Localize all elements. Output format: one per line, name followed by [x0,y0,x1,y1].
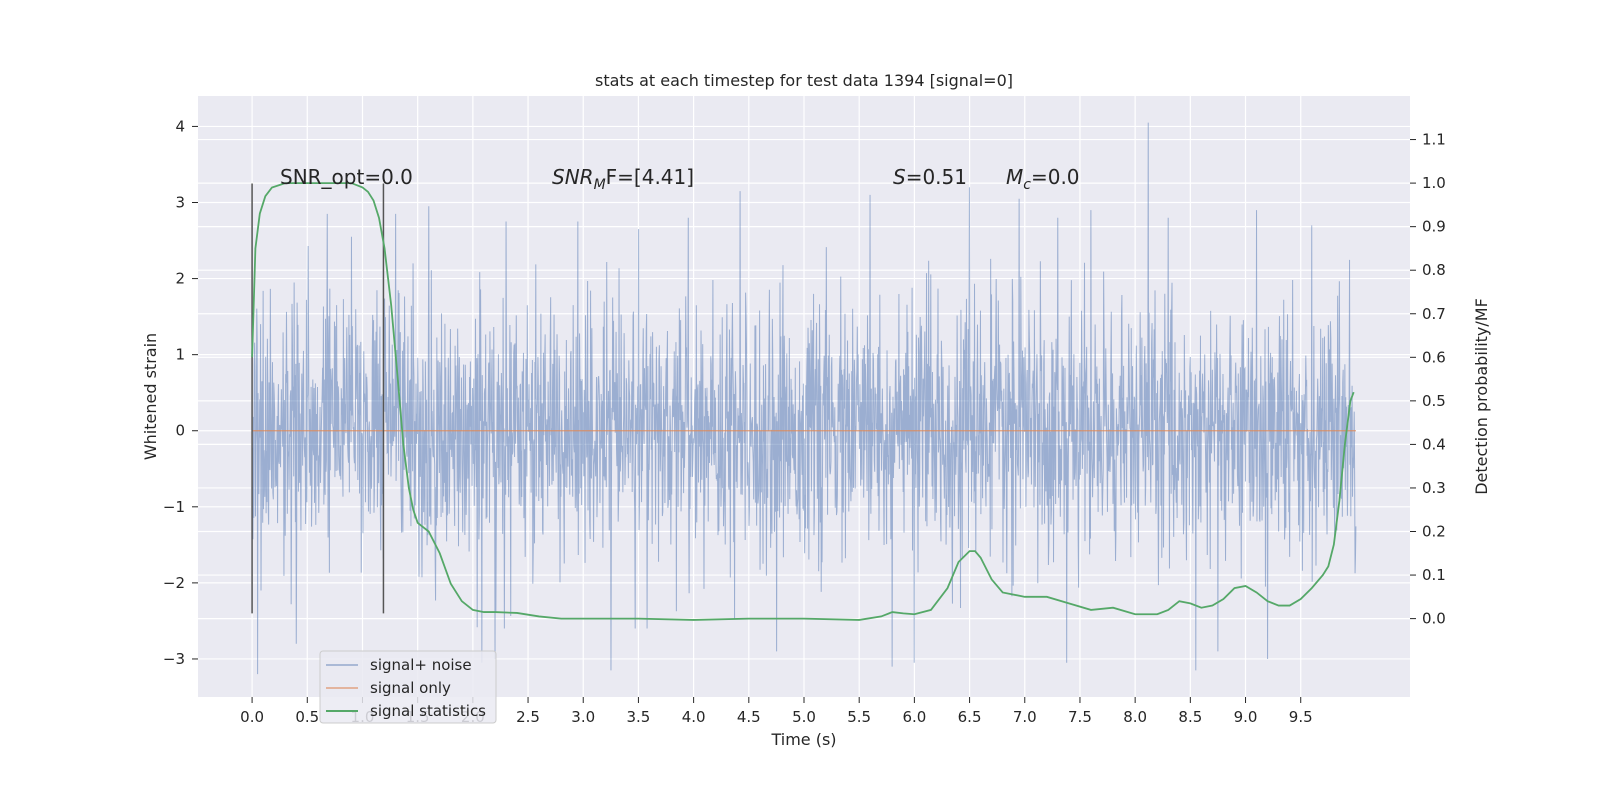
y-tick-label: −3 [163,650,185,668]
x-tick-label: 8.5 [1178,708,1202,726]
x-axis-ticks: 0.00.51.01.52.02.53.03.54.04.55.05.56.06… [240,697,1313,726]
x-tick-label: 5.0 [792,708,816,726]
annotation-mc-subscript: c [1023,177,1031,193]
annotation-s-value: =0.51 [906,165,967,189]
x-tick-label: 3.5 [626,708,650,726]
y-right-tick-label: 0.5 [1422,392,1446,410]
y-right-tick-label: 1.1 [1422,131,1446,149]
y-right-tick-label: 0.0 [1422,610,1446,628]
annotation-snr-mf-value: F=[4.41] [606,165,694,189]
annotation-mc: Mc=0.0 [1006,165,1080,193]
y-tick-label: −2 [163,574,185,592]
x-tick-label: 8.0 [1123,708,1147,726]
annotation-s-symbol: S [893,165,906,189]
y-tick-label: 3 [175,194,185,212]
x-tick-label: 4.5 [737,708,761,726]
x-tick-label: 7.5 [1068,708,1092,726]
y-tick-label: 0 [175,422,185,440]
signal-statistics-line [251,182,1355,621]
annotation-mc-value: =0.0 [1031,165,1080,189]
x-tick-label: 0.0 [240,708,264,726]
signal-noise-line [251,122,1357,675]
left-axis-ticks: −3 −2 −1 0 1 2 3 4 [163,117,198,668]
y-right-tick-label: 0.7 [1422,305,1446,323]
y-right-tick-label: 0.9 [1422,218,1446,236]
y-axis-label: Whitened strain [141,333,160,460]
x-tick-label: 5.5 [847,708,871,726]
x-tick-label: 2.5 [516,708,540,726]
annotation-snr-mf: SNRMF=[4.41] [552,165,694,193]
right-axis-ticks: 0.0 0.1 0.2 0.3 0.4 0.5 0.6 0.7 0.8 0.9 1.0 1.1 [1410,131,1446,628]
y-right-tick-label: 0.6 [1422,348,1446,366]
y-right-tick-label: 0.8 [1422,261,1446,279]
y-right-tick-label: 0.1 [1422,566,1446,584]
legend-label: signal+ noise [370,656,472,674]
x-tick-label: 0.5 [295,708,319,726]
y-axis-right-label: Detection probability/MF [1472,298,1491,495]
y-tick-label: −1 [163,498,185,516]
y-right-tick-label: 0.3 [1422,479,1446,497]
x-tick-label: 9.0 [1234,708,1258,726]
legend: signal+ noise signal only signal statistic… [319,650,497,724]
chart-title: stats at each timestep for test data 139… [595,71,1013,90]
y-right-tick-label: 1.0 [1422,174,1446,192]
annotation-snr-opt: SNR_opt=0.0 [280,165,413,189]
y-tick-label: 1 [175,346,185,364]
legend-box [319,650,497,724]
x-tick-label: 4.0 [682,708,706,726]
y-tick-label: 2 [175,270,185,288]
x-tick-label: 7.0 [1013,708,1037,726]
legend-label: signal only [370,679,451,697]
y-right-tick-label: 0.4 [1422,435,1446,453]
annotation-mc-symbol: M [1006,165,1023,189]
x-tick-label: 6.0 [902,708,926,726]
signal-noise-series [251,122,1357,675]
y-right-tick-label: 0.2 [1422,523,1446,541]
y-tick-label: 4 [175,117,185,135]
x-tick-label: 3.0 [571,708,595,726]
x-tick-label: 9.5 [1289,708,1313,726]
annotation-snr-mf-symbol: SNR [552,165,594,189]
annotation-snr-mf-subscript: M [594,177,606,193]
x-axis-label: Time (s) [770,730,836,749]
x-tick-label: 6.5 [958,708,982,726]
legend-label: signal statistics [370,702,486,720]
annotation-s: S=0.51 [893,165,967,189]
vertical-markers [251,183,385,614]
signal-statistics-series [251,182,1355,621]
